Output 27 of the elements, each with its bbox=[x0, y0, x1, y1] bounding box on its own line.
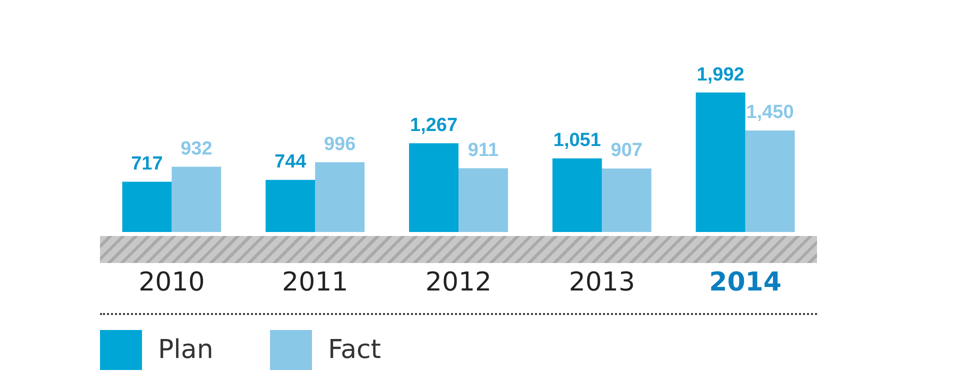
data-label: 717 bbox=[131, 154, 163, 175]
bar bbox=[745, 130, 795, 232]
bar bbox=[458, 168, 508, 232]
bar bbox=[122, 182, 172, 232]
bar bbox=[266, 180, 316, 232]
legend-label: Fact bbox=[328, 335, 381, 365]
data-label: 1,267 bbox=[410, 115, 458, 136]
bar bbox=[172, 166, 222, 232]
bar bbox=[409, 143, 458, 232]
x-tick-label: 2014 bbox=[709, 267, 782, 298]
bar bbox=[552, 158, 602, 232]
data-label: 1,450 bbox=[746, 102, 794, 124]
data-label: 932 bbox=[180, 138, 212, 160]
data-label: 907 bbox=[610, 140, 642, 162]
data-label: 1,051 bbox=[553, 130, 602, 152]
x-tick-label: 2012 bbox=[425, 267, 492, 298]
bar bbox=[696, 92, 746, 232]
x-tick-label: 2013 bbox=[568, 267, 635, 298]
data-label: 1,992 bbox=[696, 64, 744, 86]
x-tick-label: 2010 bbox=[138, 267, 205, 298]
data-label: 996 bbox=[324, 134, 356, 156]
bar bbox=[602, 168, 652, 232]
legend-label: Plan bbox=[158, 335, 214, 365]
data-label: 744 bbox=[274, 152, 307, 173]
bar bbox=[315, 162, 365, 232]
x-tick-label: 2011 bbox=[282, 267, 348, 298]
data-label: 911 bbox=[468, 140, 499, 161]
